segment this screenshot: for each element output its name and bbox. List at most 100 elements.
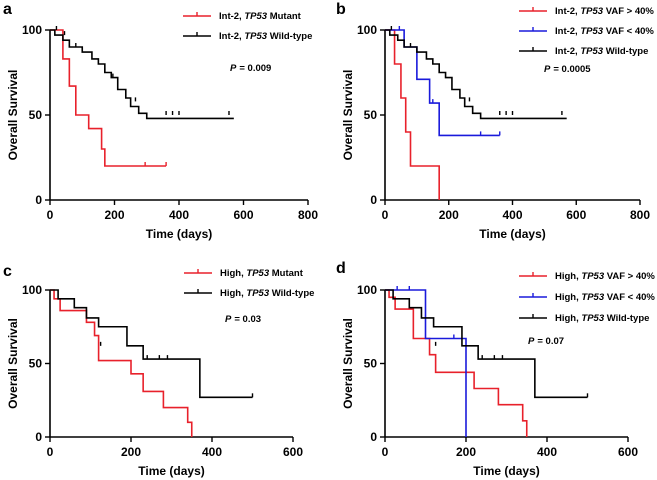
- x-tick-label: 200: [439, 208, 459, 222]
- y-axis-title: Overall Survival: [341, 70, 355, 161]
- x-axis-title: Time (days): [473, 464, 539, 478]
- km-curve-series-2: [50, 29, 234, 120]
- panel-b: b 0 50 100 0 200 400 600 800 Time (days) Overall S…: [336, 1, 654, 241]
- legend-suffix: Mutant: [269, 268, 304, 279]
- legend-label: High, TP53 Wild-type: [220, 288, 314, 299]
- p-value-symbol: P: [528, 336, 535, 347]
- p-value: P = 0.07: [528, 336, 564, 347]
- x-tick-label: 400: [169, 208, 189, 222]
- legend-suffix: VAF > 40%: [603, 6, 654, 17]
- p-value: P = 0.009: [230, 63, 271, 74]
- p-value-number: = 0.009: [239, 63, 271, 74]
- y-tick-label: 50: [364, 357, 378, 371]
- legend-label: High, TP53 Wild-type: [555, 313, 649, 324]
- legend-prefix: High,: [555, 271, 581, 282]
- legend-suffix: VAF < 40%: [604, 292, 655, 303]
- legend-gene: TP53: [580, 46, 603, 57]
- y-axis-title: Overall Survival: [6, 70, 20, 161]
- y-tick-label: 100: [357, 23, 377, 37]
- x-tick-label: 400: [502, 208, 522, 222]
- km-curve-series-1: [385, 289, 528, 437]
- y-axis-title: Overall Survival: [341, 318, 355, 409]
- x-tick-label: 800: [630, 208, 650, 222]
- x-tick-label: 0: [382, 445, 389, 459]
- y-tick-label: 100: [22, 283, 42, 297]
- legend-gene: TP53: [246, 288, 269, 299]
- km-curve-series-2: [50, 289, 253, 399]
- legend-gene: TP53: [581, 271, 604, 282]
- p-value-number: = 0.0005: [553, 64, 591, 75]
- km-curve-series-3: [385, 289, 588, 399]
- panel-letter: d: [336, 260, 346, 277]
- p-value-symbol: P: [230, 63, 237, 74]
- km-curve-series-3: [385, 29, 567, 120]
- x-tick-label: 0: [382, 208, 389, 222]
- panel-letter: b: [336, 1, 346, 18]
- y-tick-label: 50: [29, 357, 43, 371]
- legend-prefix: Int-2,: [555, 6, 580, 17]
- legend-suffix: Wild-type: [267, 31, 312, 42]
- p-value-number: = 0.07: [537, 336, 564, 347]
- legend-gene: TP53: [581, 292, 604, 303]
- x-tick-label: 400: [202, 445, 222, 459]
- x-tick-label: 600: [566, 208, 586, 222]
- km-curve-series-2: [385, 289, 467, 437]
- panel-a: a 0 50 100 0 200 400 600 800 Time (days) Overall S…: [3, 1, 318, 241]
- km-curve-series-2: [385, 29, 500, 137]
- legend-label: High, TP53 VAF > 40%: [555, 271, 655, 282]
- legend-prefix: High,: [555, 313, 581, 324]
- km-curve-series-1: [50, 29, 167, 167]
- x-tick-label: 400: [537, 445, 557, 459]
- y-tick-label: 0: [35, 193, 42, 207]
- legend-prefix: Int-2,: [219, 31, 244, 42]
- legend-suffix: VAF > 40%: [604, 271, 655, 282]
- legend-gene: TP53: [580, 26, 603, 37]
- p-value: P = 0.03: [225, 314, 261, 325]
- x-tick-label: 200: [104, 208, 124, 222]
- legend-prefix: Int-2,: [555, 26, 580, 37]
- x-tick-label: 0: [47, 208, 54, 222]
- legend-prefix: High,: [555, 292, 581, 303]
- y-tick-label: 0: [370, 430, 377, 444]
- x-axis-title: Time (days): [146, 227, 212, 241]
- x-tick-label: 600: [233, 208, 253, 222]
- legend-label: Int-2, TP53 Wild-type: [555, 46, 648, 57]
- km-curve-series-1: [385, 29, 440, 200]
- legend-label: Int-2, TP53 VAF > 40%: [555, 6, 654, 17]
- legend-gene: TP53: [244, 31, 267, 42]
- x-tick-label: 600: [283, 445, 303, 459]
- p-value-symbol: P: [225, 314, 232, 325]
- y-tick-label: 0: [35, 430, 42, 444]
- legend-prefix: Int-2,: [219, 11, 244, 22]
- legend-prefix: High,: [220, 268, 246, 279]
- legend-suffix: Wild-type: [604, 313, 649, 324]
- legend-prefix: High,: [220, 288, 246, 299]
- legend-gene: TP53: [246, 268, 269, 279]
- y-axis-title: Overall Survival: [6, 318, 20, 409]
- p-value-symbol: P: [544, 64, 551, 75]
- p-value: P = 0.0005: [544, 64, 591, 75]
- legend-label: Int-2, TP53 Mutant: [219, 11, 302, 22]
- legend-prefix: Int-2,: [555, 46, 580, 57]
- y-tick-label: 100: [22, 23, 42, 37]
- legend-label: High, TP53 Mutant: [220, 268, 304, 279]
- legend-suffix: Mutant: [267, 11, 302, 22]
- x-axis-title: Time (days): [479, 227, 545, 241]
- panel-letter: a: [3, 1, 12, 18]
- x-tick-label: 800: [298, 208, 318, 222]
- legend-label: High, TP53 VAF < 40%: [555, 292, 655, 303]
- y-tick-label: 50: [364, 108, 378, 122]
- panel-d: d 0 50 100 0 200 400 600 Time (days) Overall Surv…: [336, 260, 655, 478]
- panel-c: c 0 50 100 0 200 400 600 Time (days) Overall Surv…: [3, 263, 314, 478]
- legend-gene: TP53: [580, 6, 603, 17]
- x-tick-label: 200: [121, 445, 141, 459]
- legend-label: Int-2, TP53 VAF < 40%: [555, 26, 654, 37]
- x-axis-title: Time (days): [138, 464, 204, 478]
- legend-suffix: VAF < 40%: [603, 26, 654, 37]
- legend-suffix: Wild-type: [269, 288, 314, 299]
- panel-letter: c: [3, 263, 12, 280]
- y-tick-label: 0: [370, 193, 377, 207]
- x-tick-label: 200: [456, 445, 476, 459]
- legend-gene: TP53: [581, 313, 604, 324]
- legend-suffix: Wild-type: [603, 46, 648, 57]
